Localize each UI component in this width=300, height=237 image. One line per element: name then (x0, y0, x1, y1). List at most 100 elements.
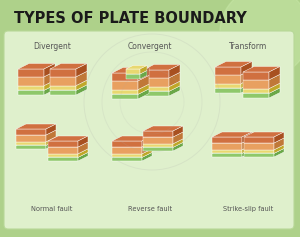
Polygon shape (242, 138, 252, 150)
Polygon shape (274, 145, 284, 153)
Polygon shape (18, 85, 55, 90)
Circle shape (220, 0, 300, 77)
Polygon shape (50, 85, 87, 90)
Polygon shape (143, 147, 173, 151)
Polygon shape (140, 70, 147, 79)
Polygon shape (44, 71, 55, 86)
Polygon shape (212, 132, 252, 137)
Polygon shape (50, 80, 87, 86)
Polygon shape (173, 142, 183, 151)
Polygon shape (241, 69, 252, 84)
Polygon shape (112, 147, 142, 154)
Polygon shape (244, 137, 274, 143)
Polygon shape (143, 131, 173, 137)
Polygon shape (44, 80, 55, 90)
Polygon shape (212, 137, 242, 143)
Polygon shape (215, 88, 241, 93)
Text: Transform: Transform (229, 42, 267, 51)
Polygon shape (76, 71, 87, 86)
Polygon shape (143, 81, 180, 87)
Polygon shape (269, 83, 280, 93)
Polygon shape (76, 80, 87, 90)
Polygon shape (48, 147, 78, 154)
Polygon shape (16, 142, 46, 146)
Polygon shape (269, 67, 280, 80)
Polygon shape (143, 144, 173, 147)
Polygon shape (215, 69, 252, 75)
Polygon shape (143, 139, 183, 144)
Polygon shape (18, 77, 44, 86)
Polygon shape (126, 69, 140, 74)
Polygon shape (16, 140, 56, 146)
Polygon shape (215, 84, 241, 88)
Polygon shape (242, 145, 252, 153)
Polygon shape (50, 77, 76, 86)
Polygon shape (143, 137, 173, 144)
Polygon shape (143, 70, 169, 78)
Polygon shape (142, 152, 152, 161)
Polygon shape (112, 84, 149, 90)
Polygon shape (140, 65, 147, 74)
Polygon shape (242, 148, 252, 157)
Polygon shape (76, 64, 87, 77)
Polygon shape (18, 69, 44, 77)
Polygon shape (50, 69, 76, 77)
Polygon shape (16, 124, 56, 129)
Polygon shape (143, 86, 180, 91)
Polygon shape (48, 154, 78, 157)
Polygon shape (50, 90, 76, 95)
Polygon shape (18, 71, 55, 77)
Polygon shape (112, 94, 138, 99)
Polygon shape (78, 152, 88, 161)
Polygon shape (16, 137, 56, 142)
Polygon shape (48, 141, 78, 147)
Polygon shape (142, 136, 152, 147)
Polygon shape (46, 130, 56, 142)
Polygon shape (244, 148, 284, 153)
Polygon shape (138, 89, 149, 99)
Polygon shape (215, 83, 252, 88)
Polygon shape (76, 85, 87, 95)
Polygon shape (243, 74, 280, 80)
Polygon shape (215, 78, 252, 84)
FancyBboxPatch shape (4, 31, 294, 229)
Polygon shape (112, 75, 149, 81)
Polygon shape (112, 154, 142, 157)
Polygon shape (143, 132, 183, 137)
Polygon shape (112, 90, 138, 94)
Polygon shape (46, 124, 56, 135)
Polygon shape (243, 72, 269, 80)
Polygon shape (112, 68, 149, 73)
Polygon shape (48, 149, 88, 154)
Polygon shape (138, 84, 149, 94)
Polygon shape (126, 65, 147, 69)
Polygon shape (44, 85, 55, 95)
Polygon shape (112, 141, 142, 147)
Polygon shape (243, 67, 280, 72)
Polygon shape (112, 136, 152, 141)
Polygon shape (244, 145, 284, 150)
Polygon shape (274, 148, 284, 157)
Polygon shape (169, 86, 180, 96)
Polygon shape (173, 126, 183, 137)
Polygon shape (244, 153, 274, 157)
Polygon shape (18, 86, 44, 90)
Polygon shape (18, 64, 55, 69)
Polygon shape (143, 87, 169, 91)
Polygon shape (138, 75, 149, 90)
Polygon shape (112, 152, 152, 157)
Polygon shape (48, 157, 78, 161)
Polygon shape (241, 83, 252, 93)
Polygon shape (112, 149, 152, 154)
Polygon shape (143, 126, 183, 131)
Polygon shape (143, 72, 180, 78)
Polygon shape (126, 70, 147, 74)
Polygon shape (212, 143, 242, 150)
Text: TYPES OF PLATE BOUNDARY: TYPES OF PLATE BOUNDARY (14, 11, 247, 26)
Polygon shape (212, 148, 252, 153)
Polygon shape (112, 73, 138, 81)
Text: Strike-slip fault: Strike-slip fault (223, 206, 273, 212)
Polygon shape (18, 80, 55, 86)
Polygon shape (269, 74, 280, 89)
Polygon shape (212, 150, 242, 153)
